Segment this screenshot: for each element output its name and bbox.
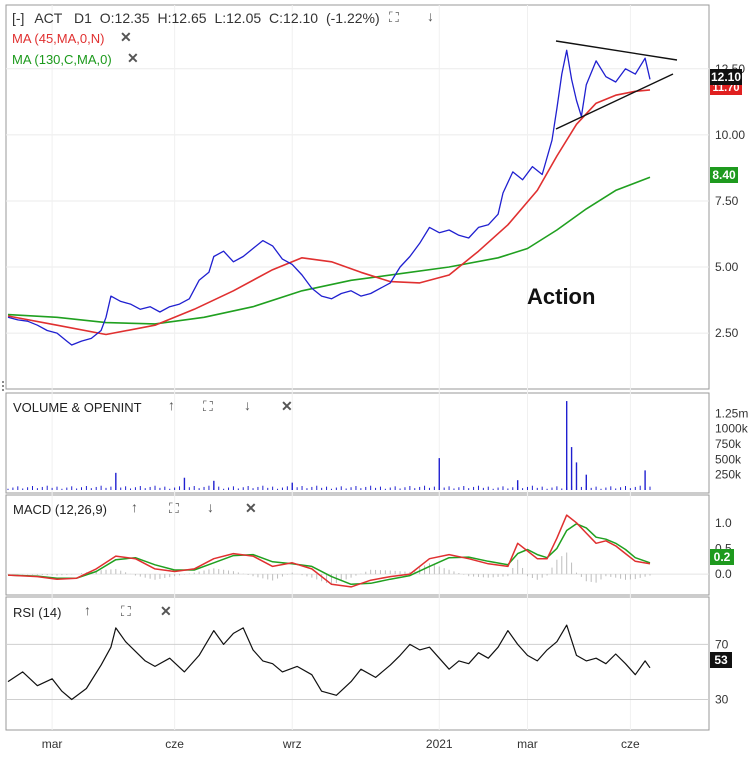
price-tick-label: 7.50 <box>715 194 739 208</box>
macd-tick-label: 0.0 <box>715 567 732 581</box>
rsi-line <box>7 624 651 701</box>
price-tick-label: 5.00 <box>715 260 739 274</box>
volume-tick-label: 1000k <box>715 422 749 436</box>
time-tick-label: wrz <box>282 737 302 751</box>
resize-dot <box>2 381 4 383</box>
rsi-tick-label: 70 <box>715 637 729 651</box>
low-value: L:12.05 <box>214 10 262 26</box>
macd-line <box>7 514 651 588</box>
volume-tick-label: 250k <box>715 468 742 482</box>
time-tick-label: mar <box>42 737 63 751</box>
close-icon[interactable]: ✕ <box>245 500 257 516</box>
volume-pane-title: VOLUME & OPENINT <box>13 400 142 415</box>
triangle-lower-line <box>555 73 674 130</box>
chart-header: [-] ACT D1 O:12.35 H:12.65 L:12.05 C:12.… <box>12 10 380 26</box>
annotation-text: Action <box>527 284 596 309</box>
pane-borders <box>5 4 710 731</box>
ma45-legend: MA (45,MA,0,N) <box>12 31 105 46</box>
volume-tick-label: 500k <box>715 452 742 466</box>
expand-icon[interactable]: ⛶ <box>169 500 179 516</box>
interval-label: D1 <box>73 10 92 26</box>
price-tick-label: 10.00 <box>715 128 745 142</box>
macd-pane-title: MACD (12,26,9) <box>13 502 107 517</box>
time-tick-label: cze <box>621 737 640 751</box>
close-icon[interactable]: ✕ <box>127 50 139 66</box>
volume-pane-frame <box>5 392 710 494</box>
rsi-pane-frame <box>5 596 710 731</box>
macd-signal-line <box>7 523 651 586</box>
grid <box>6 5 709 730</box>
symbol-label: ACT <box>34 10 63 26</box>
macd-value-badge: 0.2 <box>710 549 734 565</box>
rsi-value-badge: 53 <box>710 652 732 668</box>
arrow-up-icon[interactable]: ↑ <box>168 397 175 413</box>
ma130-value-badge: 8.40 <box>710 167 738 183</box>
triangle-upper-line <box>555 40 678 61</box>
ma130-legend: MA (130,C,MA,0) <box>12 52 112 67</box>
close-icon[interactable]: ✕ <box>281 398 293 414</box>
ma45-line <box>7 89 651 336</box>
resize-dot <box>2 385 4 387</box>
arrow-down-icon[interactable]: ↓ <box>427 8 434 24</box>
rsi-pane-title: RSI (14) <box>13 605 62 620</box>
volume-tick-label: 750k <box>715 437 742 451</box>
close-icon[interactable]: ✕ <box>120 29 132 45</box>
price-line <box>7 49 651 346</box>
price-value-badge: 12.10 <box>710 69 742 85</box>
price-pane-frame <box>5 4 710 390</box>
rsi-tick-label: 30 <box>715 692 729 706</box>
arrow-up-icon[interactable]: ↑ <box>131 499 138 515</box>
expand-icon[interactable]: ⛶ <box>203 398 213 414</box>
resize-handle[interactable] <box>2 381 4 391</box>
high-value: H:12.65 <box>157 10 207 26</box>
change-value: (-1.22%) <box>325 10 380 26</box>
arrow-down-icon[interactable]: ↓ <box>244 397 251 413</box>
close-value: C:12.10 <box>269 10 319 26</box>
expand-icon[interactable]: ⛶ <box>389 9 399 25</box>
macd-pane-frame <box>5 494 710 596</box>
time-tick-label: mar <box>517 737 538 751</box>
time-tick-label: cze <box>165 737 184 751</box>
time-tick-label: 2021 <box>426 737 453 751</box>
arrow-down-icon[interactable]: ↓ <box>207 499 214 515</box>
triangle-pattern <box>555 40 678 130</box>
open-value: O:12.35 <box>99 10 150 26</box>
expand-icon[interactable]: ⛶ <box>121 603 131 619</box>
series-layer <box>7 49 651 701</box>
close-icon[interactable]: ✕ <box>160 603 172 619</box>
price-tick-label: 2.50 <box>715 326 739 340</box>
resize-dot <box>2 389 4 391</box>
collapse-toggle[interactable]: [-] <box>12 10 25 26</box>
axis-labels: 12.5010.007.505.002.50marczewrz2021marcz… <box>42 62 749 751</box>
volume-tick-label: 1.25m <box>715 406 748 420</box>
macd-tick-label: 1.0 <box>715 516 732 530</box>
arrow-up-icon[interactable]: ↑ <box>84 602 91 618</box>
